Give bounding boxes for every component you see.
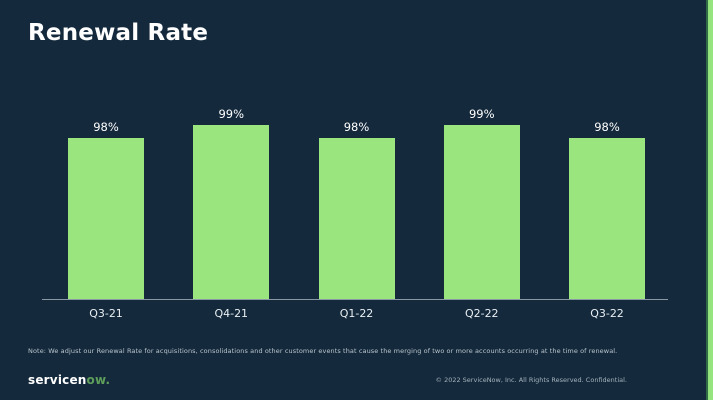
- right-accent-strip: [706, 0, 713, 400]
- bar-value-label: 99%: [218, 106, 245, 121]
- logo-text-white: servicen: [28, 373, 87, 387]
- bar-column: 99%: [443, 106, 520, 299]
- servicenow-logo: servicenow.: [28, 373, 110, 387]
- x-axis-line: [42, 299, 668, 300]
- bar: [569, 138, 645, 299]
- x-axis-label: Q2-22: [464, 307, 499, 320]
- page-title: Renewal Rate: [28, 20, 209, 46]
- bar-value-label: 98%: [343, 119, 370, 134]
- footnote: Note: We adjust our Renewal Rate for acq…: [28, 347, 618, 355]
- x-axis-labels: Q3-21 Q4-21 Q1-22 Q2-22 Q3-22: [42, 300, 668, 320]
- copyright-text: © 2022 ServiceNow, Inc. All Rights Reser…: [435, 376, 628, 384]
- bar: [443, 125, 520, 299]
- bar-value-label: 98%: [93, 119, 119, 134]
- bar: [318, 138, 395, 299]
- bar: [193, 125, 270, 299]
- x-axis-label: Q3-21: [89, 307, 123, 320]
- bar-column: 98%: [569, 119, 645, 299]
- logo-text-green: ow.: [86, 373, 111, 387]
- bar-column: 99%: [193, 106, 270, 299]
- x-axis-label: Q3-22: [590, 307, 624, 320]
- bar-column: 98%: [68, 119, 144, 299]
- bar: [68, 138, 144, 299]
- x-axis-label: Q1-22: [339, 307, 374, 320]
- bar-column: 98%: [318, 119, 395, 299]
- bar-value-label: 99%: [468, 106, 495, 121]
- chart-plot-area: 98% 99% 98% 99% 98%: [42, 100, 668, 299]
- renewal-rate-bar-chart: 98% 99% 98% 99% 98% Q3-21 Q4-21 Q1-22 Q2-22 Q3-2…: [42, 100, 668, 320]
- bar-value-label: 98%: [594, 119, 620, 134]
- x-axis-label: Q4-21: [214, 307, 249, 320]
